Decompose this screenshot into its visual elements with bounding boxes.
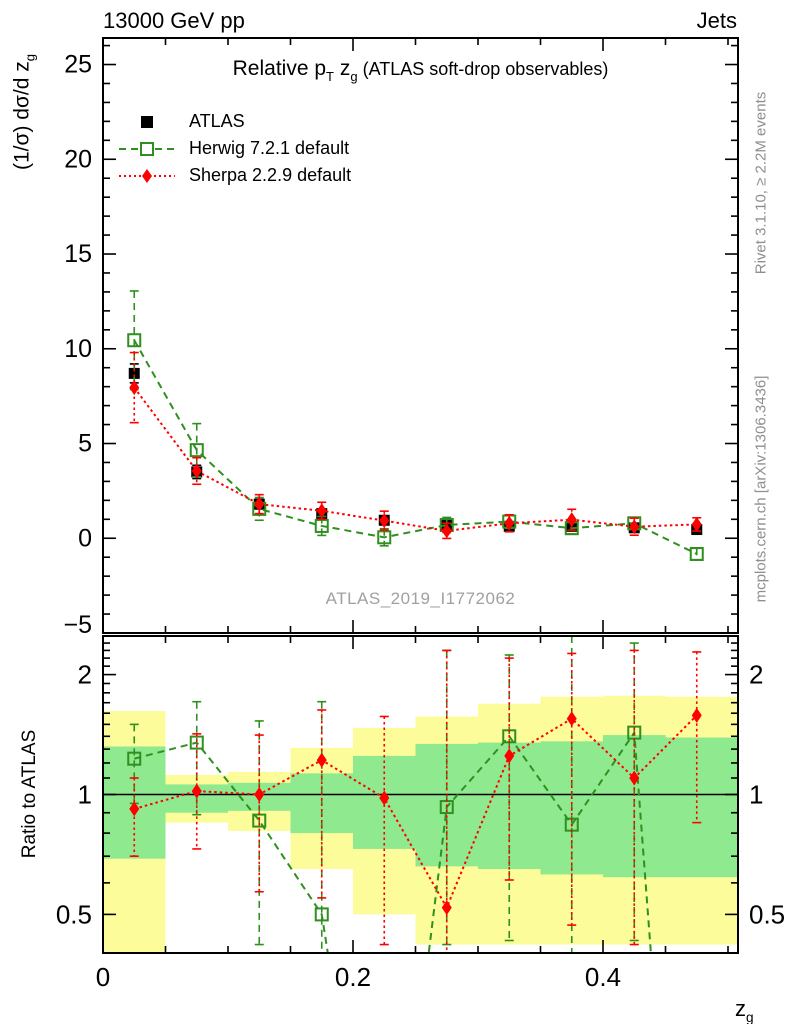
- svg-text:15: 15: [64, 240, 92, 268]
- ratio-y-axis-title: Ratio to ATLAS: [19, 729, 40, 859]
- rivet-version-note: Rivet 3.1.10, ≥ 2.2M events: [752, 91, 770, 275]
- mcplots-reference-note: mcplots.cern.ch [arXiv:1306.3436]: [752, 375, 770, 603]
- svg-text:5: 5: [78, 430, 92, 458]
- x-axis-title: zg: [735, 996, 754, 1024]
- legend-label: Herwig 7.2.1 default: [189, 138, 350, 158]
- legend-item-sherpa: Sherpa 2.2.9 default: [118, 162, 351, 189]
- legend-label: Sherpa 2.2.9 default: [189, 165, 352, 185]
- svg-text:10: 10: [64, 335, 92, 363]
- legend-item-herwig: Herwig 7.2.1 default: [118, 135, 351, 162]
- analysis-group-label: Jets: [696, 8, 737, 33]
- svg-text:20: 20: [64, 145, 92, 173]
- svg-text:0: 0: [96, 962, 110, 992]
- atlas-marker-icon: [141, 115, 153, 128]
- svg-text:2: 2: [78, 660, 92, 690]
- herwig-marker-icon: [119, 141, 175, 156]
- svg-text:0.5: 0.5: [749, 899, 785, 929]
- legend: ATLAS Herwig 7.2.1 default Sherpa 2.2.9 …: [118, 108, 351, 189]
- legend-label: ATLAS: [189, 111, 245, 131]
- analysis-id-watermark: ATLAS_2019_I1772062: [325, 589, 516, 608]
- svg-text:0.2: 0.2: [335, 962, 371, 992]
- svg-text:25: 25: [64, 51, 92, 79]
- main-y-axis-title: (1/σ) dσ/d zg: [10, 53, 38, 171]
- legend-item-atlas: ATLAS: [118, 108, 351, 135]
- svg-text:0: 0: [78, 524, 92, 552]
- svg-text:0.4: 0.4: [585, 962, 621, 992]
- svg-text:0.5: 0.5: [56, 899, 92, 929]
- plot-title: Relative pT zg (ATLAS soft-drop observab…: [232, 57, 609, 84]
- svg-text:1: 1: [749, 780, 763, 810]
- svg-text:−5: −5: [63, 611, 92, 639]
- svg-text:2: 2: [749, 660, 763, 690]
- beam-energy-label: 13000 GeV pp: [103, 8, 245, 33]
- sherpa-marker-icon: [119, 168, 175, 183]
- svg-text:1: 1: [78, 780, 92, 810]
